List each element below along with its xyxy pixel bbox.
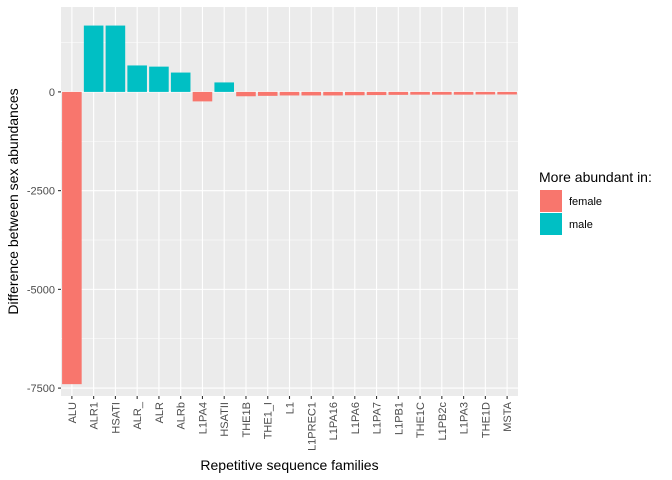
bar-the1d xyxy=(475,91,496,95)
legend-key-female xyxy=(540,190,562,212)
y-axis: 0 -2500 -5000 -7500 xyxy=(27,87,61,395)
legend-label-male: male xyxy=(569,219,593,231)
bar-l1pa7 xyxy=(366,91,387,96)
x-tick-label: ALRb xyxy=(176,402,188,430)
x-tick-label: THE1B xyxy=(241,402,253,437)
x-axis-title: Repetitive sequence families xyxy=(200,457,378,473)
bar-alr- xyxy=(127,65,147,92)
y-tick-label: -2500 xyxy=(27,186,55,198)
bar-hsatii xyxy=(214,82,235,92)
x-tick-label: THE1D xyxy=(480,402,492,438)
bar-l1pa16 xyxy=(323,91,343,96)
x-tick-label: L1PA7 xyxy=(372,402,384,434)
x-tick-label: THE1_I xyxy=(263,402,275,439)
grid-lines xyxy=(61,7,518,396)
bar-alu xyxy=(62,91,82,385)
y-tick-label: -7500 xyxy=(27,383,55,395)
x-tick-label: ALR xyxy=(154,402,166,423)
x-tick-label: L1PREC1 xyxy=(306,402,318,451)
x-tick-label: ALR_ xyxy=(132,401,144,429)
x-tick-label: L1PA4 xyxy=(197,402,209,434)
x-tick-label: L1PB2c xyxy=(437,402,449,441)
legend: More abundant in: female male xyxy=(539,169,652,235)
x-tick-label: THE1C xyxy=(415,402,427,438)
legend-key-male xyxy=(540,213,562,235)
legend-title: More abundant in: xyxy=(539,169,652,185)
y-tick-label: 0 xyxy=(49,87,55,99)
bar-alrb xyxy=(170,72,191,92)
y-axis-title: Difference between sex abundances xyxy=(5,88,21,314)
bar-alr1 xyxy=(83,25,104,92)
x-tick-label: HSATII xyxy=(219,402,231,437)
bar-hsati xyxy=(105,25,126,92)
bar-the1-i xyxy=(257,91,278,96)
bar-l1pb1 xyxy=(388,91,409,95)
x-tick-label: ALR1 xyxy=(89,402,101,430)
legend-label-female: female xyxy=(569,196,602,208)
x-tick-label: L1PB1 xyxy=(393,402,405,435)
bars xyxy=(62,25,517,385)
bar-l1 xyxy=(279,91,300,96)
x-tick-label: L1PA16 xyxy=(328,402,340,440)
bar-alr xyxy=(149,66,169,92)
y-tick-label: -5000 xyxy=(27,284,55,296)
bar-l1pa3 xyxy=(453,91,474,95)
bar-the1c xyxy=(410,91,430,95)
bar-the1b xyxy=(236,91,256,97)
x-tick-label: ALU xyxy=(67,402,79,423)
x-tick-label: L1 xyxy=(285,402,297,414)
bar-l1prec1 xyxy=(301,91,322,96)
bar-l1pa4 xyxy=(192,91,213,102)
bar-l1pb2c xyxy=(432,91,452,95)
bar-msta xyxy=(497,91,517,95)
x-axis: ALU ALR1 HSATI ALR_ ALR ALRb L1PA4 HSATII THE1B T… xyxy=(67,396,514,451)
x-tick-label: MSTA xyxy=(502,401,514,431)
bar-l1pa6 xyxy=(344,91,365,96)
x-tick-label: L1PA6 xyxy=(350,402,362,434)
x-tick-label: L1PA3 xyxy=(459,402,471,434)
x-tick-label: HSATI xyxy=(110,402,122,434)
